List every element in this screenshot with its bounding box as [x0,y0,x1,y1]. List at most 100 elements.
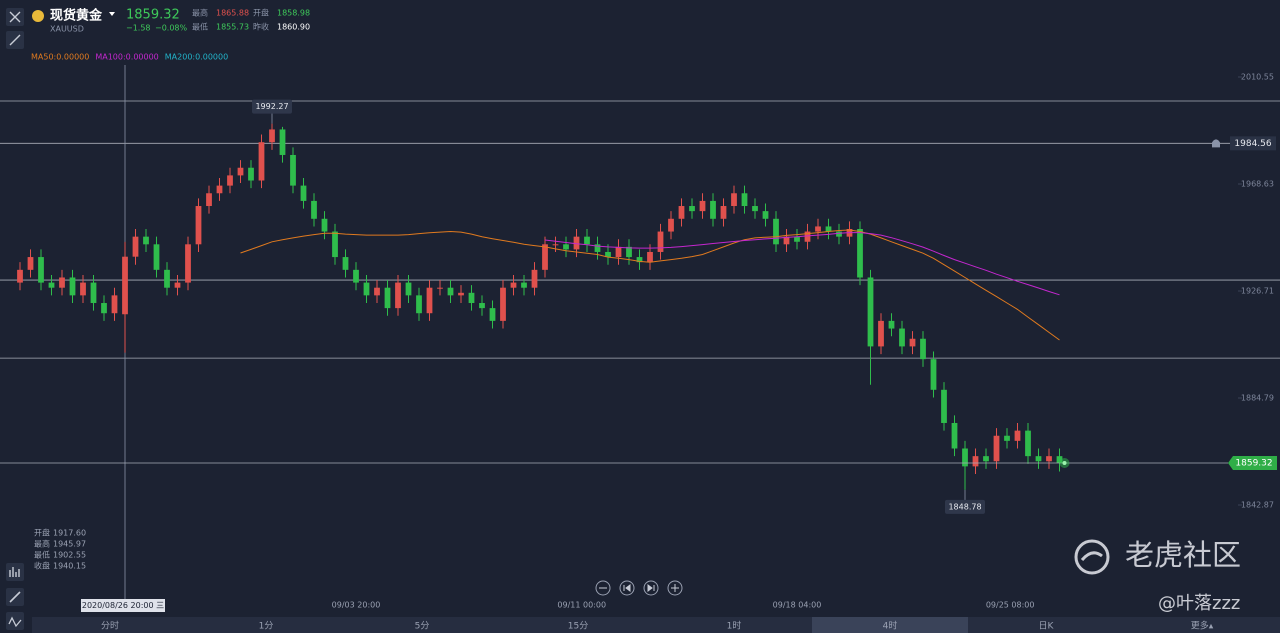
candle-body [804,231,811,242]
scroll-right-button[interactable] [643,580,659,596]
close-icon [9,11,21,23]
tab[interactable]: 1时 [727,620,742,632]
tab[interactable]: 1分 [259,621,274,632]
open-value: 1858.98 [277,9,310,18]
info-label: 开盘 [34,528,50,538]
scroll-left-button[interactable] [619,580,635,596]
candle-body [867,277,874,347]
candle-body [59,277,65,288]
prev-close-label: 昨收 [253,22,269,32]
tab[interactable]: 分时 [101,620,119,632]
tab[interactable]: 更多▴ [1191,620,1214,632]
candle-body [605,251,611,258]
candle-body [143,236,149,245]
y-tick-label: 1842.87 [1241,500,1274,509]
y-tick-label: 1968.63 [1241,179,1274,188]
price-change-pct: −0.08% [155,24,188,33]
info-label: 最低 [34,550,50,560]
zoom-in-button[interactable] [667,580,683,596]
high-label: 最高 [192,8,208,18]
scroll-right-icon [647,584,655,592]
candle-body [374,287,380,296]
candle-body [174,282,181,288]
candle-body [27,257,34,270]
wave-button[interactable] [6,612,24,630]
high-value: 1865.88 [216,9,249,18]
candle-body [216,185,223,194]
candle-body [1004,435,1010,441]
zoom-in-icon [671,584,679,592]
candle-body [563,244,569,250]
candle-body [678,206,685,219]
alert-bell[interactable] [1212,139,1220,148]
candle-body [164,269,170,288]
candle-body [647,251,653,263]
candle-body [951,422,958,449]
candle-body [48,282,55,288]
candle-body [741,193,748,207]
candle-body [720,206,727,219]
min-price-box [945,499,985,514]
candle-body [227,175,233,186]
candle-body [993,435,1000,462]
candle-body [185,244,191,283]
candle-body [332,231,338,258]
candle-body [657,231,664,252]
instrument-symbol: XAUUSD [50,25,84,34]
tabs: 分时 1分 5分 15分 1时 4时 日K 更多▴ [101,617,1214,633]
candle-body [342,257,349,270]
candle-body [69,277,76,296]
tab[interactable]: 15分 [568,621,588,632]
tab[interactable]: 日K [1039,621,1055,632]
candle-body [699,200,706,212]
candle-body [300,185,307,201]
instrument-name[interactable]: 现货黄金 [50,8,103,24]
candle-body [353,269,359,283]
candle-body [101,303,107,314]
candle-body [531,269,538,288]
candle-body [594,244,601,252]
draw-tool-icon [9,34,21,46]
header: 现货黄金 XAUUSD 1859.32 −1.58 −0.08% 最高 1865… [32,8,310,34]
watermark-brand: 老虎社区 [1125,538,1241,572]
price-change: −1.58 [126,24,151,33]
candle-body [321,218,328,232]
y-tick-label: 1884.79 [1241,393,1274,402]
tab[interactable]: 4时 [883,620,898,632]
candle-body [1046,456,1052,462]
x-tick-label: 09/11 00:00 [557,601,606,610]
left-toolbar [6,8,24,630]
candle-body [542,244,548,270]
ma-line [544,232,1060,296]
indicator-button[interactable] [6,563,24,581]
candle-body [447,287,454,296]
candle-body [636,257,643,263]
candle-body [972,456,979,467]
plot-layer: 1992.27 1848.78 1859.32 [0,99,1277,514]
candle-body [269,129,275,143]
x-tick-label: 09/03 20:00 [332,601,381,610]
zoom-out-button[interactable] [595,580,611,596]
candle-body [290,154,296,186]
candle-body [405,282,412,296]
candle-body [363,282,370,296]
max-price-label: 1992.27 [255,102,288,111]
candle-body [668,218,674,232]
candle-body [930,359,937,390]
gold-icon [32,10,44,22]
x-tick-label: 09/25 08:00 [986,601,1035,610]
tab-selected [812,617,968,633]
dropdown-arrow[interactable] [109,12,115,16]
candle-body [521,282,527,288]
candle-body [195,206,202,245]
candle-body [17,269,23,283]
candle-body [983,456,989,462]
tab[interactable]: 5分 [415,621,430,632]
candle-body [1014,430,1021,441]
candle-body [1056,456,1063,464]
candle-body [815,226,821,232]
tab-bar [32,617,1280,633]
low-value: 1855.73 [216,23,249,32]
